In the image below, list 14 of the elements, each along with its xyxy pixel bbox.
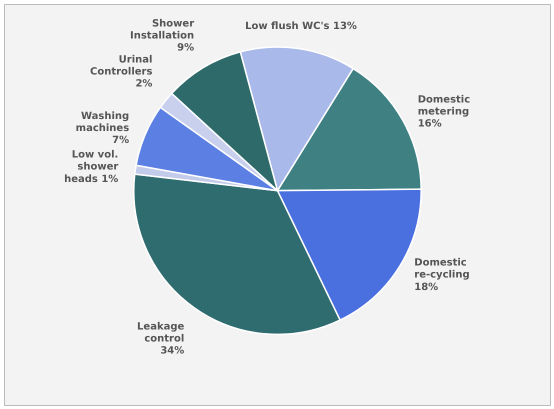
- slice-label: Urinal Controllers: [90, 54, 152, 78]
- slice-label: Leakage control: [137, 321, 184, 345]
- data-label: 9%: [177, 42, 194, 54]
- data-label: 7%: [112, 135, 130, 146]
- slice-label: Washing machines: [76, 110, 130, 134]
- data-label: 18%: [414, 282, 438, 293]
- data-label: 34%: [160, 346, 184, 357]
- slice-label: Low vol. shower heads 1%: [64, 150, 118, 185]
- slice-label: Domestic metering: [418, 94, 470, 118]
- data-label: 16%: [418, 118, 442, 130]
- data-label: 2%: [135, 78, 152, 90]
- slice-label: Low flush WC's 13%: [245, 21, 357, 32]
- slice-label: Shower Installation: [130, 18, 194, 42]
- slice-label: Domestic re-cycling: [414, 258, 470, 281]
